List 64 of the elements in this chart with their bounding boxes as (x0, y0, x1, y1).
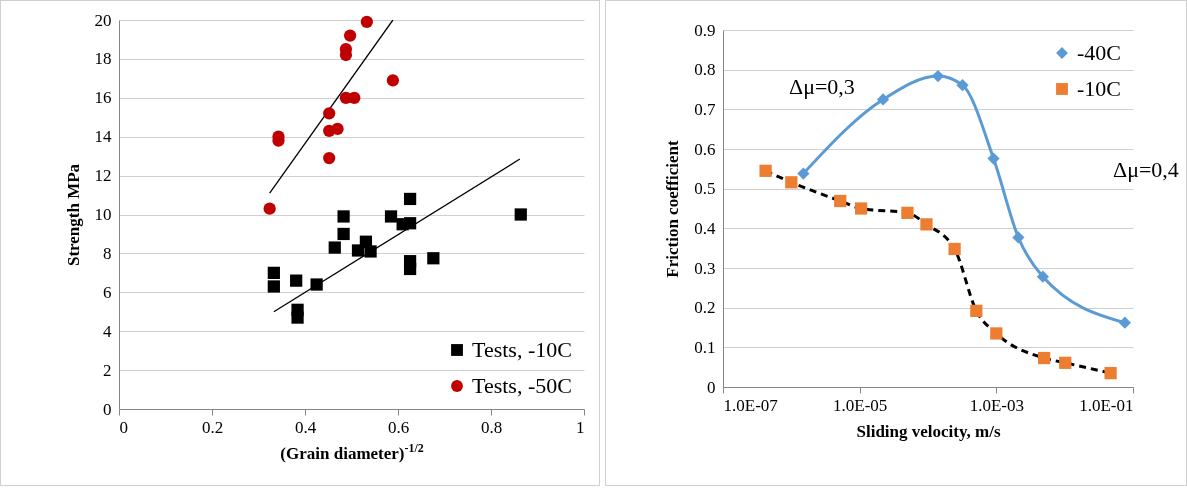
y-tick-label: 4 (103, 321, 112, 341)
x-axis-title: Sliding velocity, m/s (856, 421, 1001, 441)
point (360, 15, 373, 29)
point (310, 278, 323, 291)
point (323, 124, 336, 137)
point (337, 210, 350, 223)
legend-label: -10C (1077, 76, 1121, 101)
y-tick-label: 0.8 (694, 60, 716, 80)
point (343, 29, 357, 42)
y-tick-label: 12 (94, 166, 112, 186)
y-axis-title: Strength MPa (63, 163, 83, 267)
y-tick-label: 16 (94, 88, 112, 108)
point (291, 311, 304, 324)
point (514, 208, 527, 221)
y-axis-title: Friction coefficient (663, 139, 683, 278)
annotation: Δμ=0,3 (789, 74, 855, 99)
x-tick-label: 0.8 (480, 417, 503, 437)
legend-label: Tests, -10C (472, 337, 572, 362)
point (351, 244, 365, 257)
point (386, 74, 400, 87)
x-tick-label: 1.0E-01 (1079, 395, 1134, 415)
x-tick-label: 0.6 (387, 417, 410, 437)
point (427, 252, 440, 265)
point (263, 202, 276, 215)
point (403, 217, 417, 230)
point (403, 192, 417, 206)
x-tick-label: 1.0E-07 (723, 395, 779, 415)
y-tick-label: 0.9 (694, 20, 716, 40)
point (364, 245, 377, 258)
point (323, 107, 336, 120)
x-axis-title: (Grain diameter)$^{-1/2}$ (280, 440, 424, 463)
point (384, 210, 398, 223)
y-tick-label: 14 (94, 127, 112, 147)
x-tick-label: 0 (119, 417, 128, 437)
y-tick-label: 0.2 (694, 298, 716, 318)
y-tick-label: 0 (707, 377, 716, 397)
x-tick-label: 0.2 (201, 417, 224, 437)
x-tick-label: 1.0E-05 (833, 395, 888, 415)
y-tick-label: 2 (103, 360, 112, 380)
y-tick-label: 0.3 (694, 258, 716, 278)
y-tick-label: 0.5 (694, 179, 716, 199)
point (267, 280, 280, 293)
point (323, 151, 336, 165)
y-tick-label: 18 (94, 49, 112, 69)
y-tick-label: 6 (103, 282, 112, 302)
point (267, 266, 280, 279)
y-tick-label: 0.6 (694, 139, 716, 159)
x-tick-label: 1 (576, 417, 585, 437)
y-tick-label: 8 (103, 243, 112, 263)
legend-label: Tests, -50C (472, 373, 572, 398)
legend-label: -40C (1077, 40, 1121, 65)
point (337, 227, 350, 241)
annotation: Δμ=0,4 (1113, 157, 1179, 182)
point (290, 274, 303, 287)
y-tick-label: 0.1 (694, 337, 716, 357)
y-tick-label: 10 (94, 205, 112, 224)
x-tick-label: 1.0E-03 (969, 395, 1024, 415)
y-tick-label: 20 (94, 10, 112, 30)
y-tick-label: 0.4 (694, 218, 716, 238)
point (348, 91, 361, 104)
x-tick-label: 0.4 (294, 417, 317, 437)
y-tick-label: 0.7 (694, 99, 716, 119)
point (403, 262, 417, 276)
point (328, 241, 341, 254)
